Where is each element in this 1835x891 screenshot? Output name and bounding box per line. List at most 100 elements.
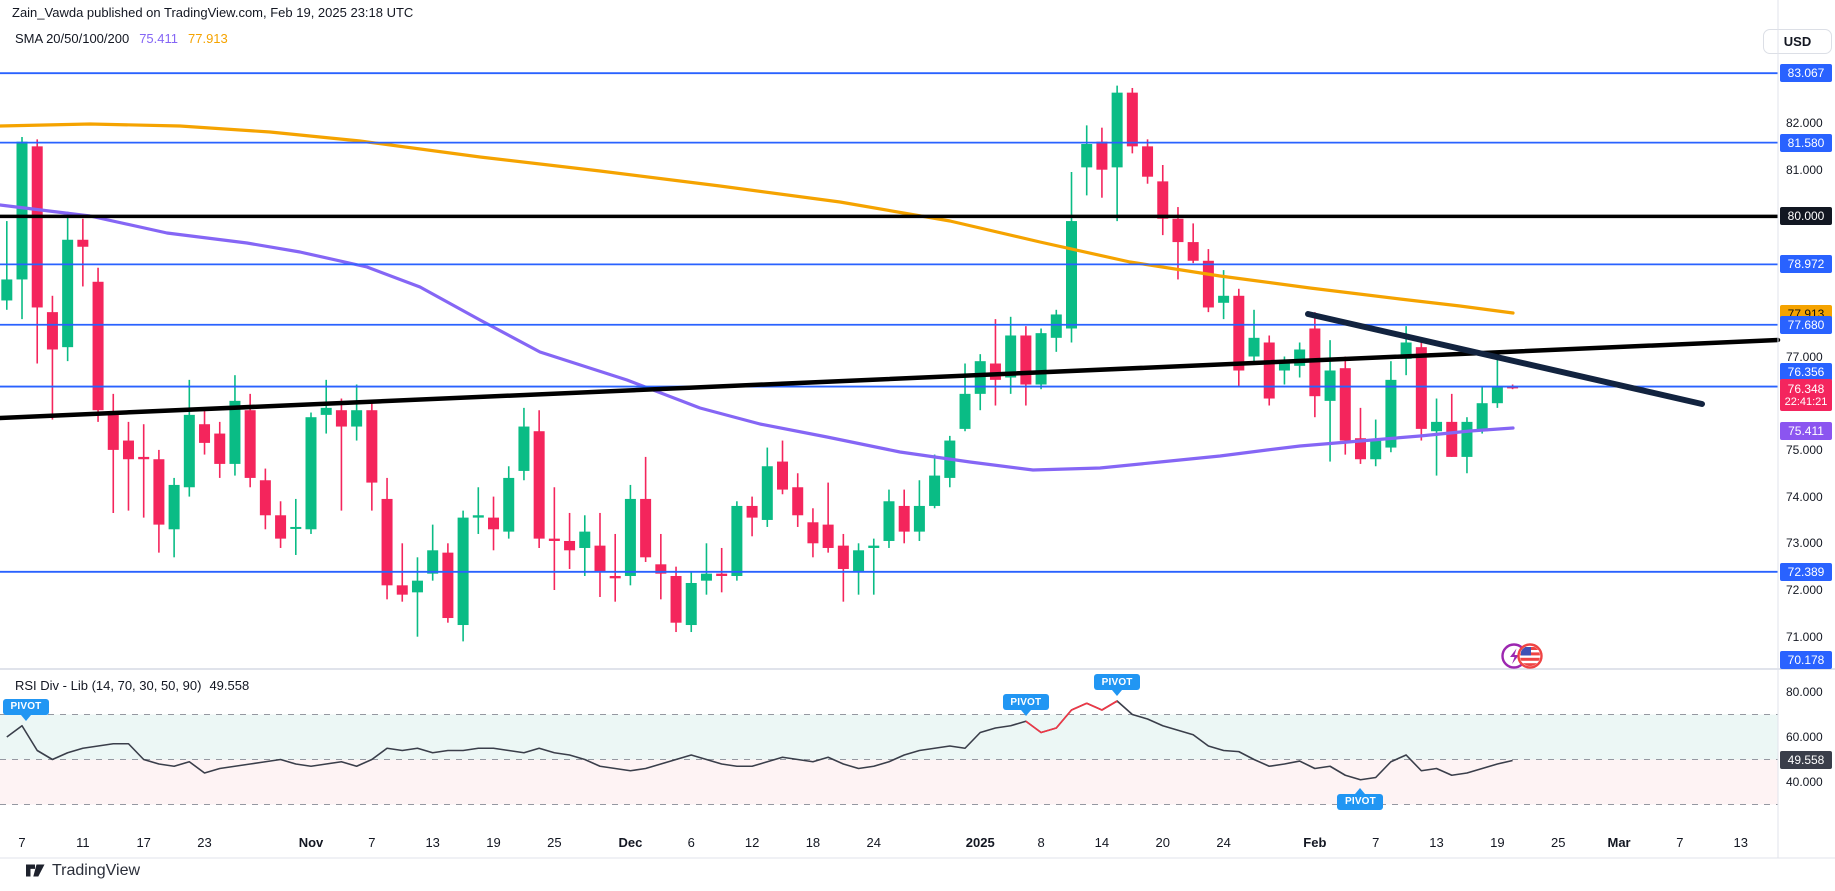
candle <box>564 512 576 569</box>
candle <box>229 375 241 476</box>
time-label-24: 24 <box>1216 835 1231 850</box>
candle <box>974 354 986 411</box>
candle <box>898 489 910 544</box>
candle <box>518 407 530 481</box>
candle <box>457 510 469 642</box>
time-label-7: 7 <box>1372 835 1380 850</box>
candle <box>1187 223 1199 264</box>
price-label-74.000: 74.000 <box>1786 489 1823 504</box>
candle <box>488 496 500 551</box>
candle <box>746 496 758 537</box>
rsi-indicator-legend[interactable]: RSI Div - Lib (14, 70, 30, 50, 90) 49.558 <box>15 678 249 693</box>
candle <box>259 468 271 530</box>
candle <box>868 538 880 595</box>
candle <box>199 407 211 455</box>
rsi-upper-band <box>0 714 1778 760</box>
candle <box>122 421 134 511</box>
candle <box>1370 419 1382 467</box>
candle <box>533 410 545 548</box>
candle <box>579 515 591 576</box>
time-label-12: 12 <box>744 835 760 850</box>
trendline-rising-support[interactable] <box>0 337 1781 421</box>
time-label-25: 25 <box>1550 835 1566 850</box>
candle <box>913 480 925 541</box>
rsi-line[interactable] <box>6 700 1513 781</box>
candle <box>822 482 834 553</box>
candle <box>503 466 515 539</box>
price-badge-70.178: 70.178 <box>1780 651 1832 669</box>
sma-200-line <box>0 122 1515 315</box>
candle <box>944 435 956 488</box>
candle <box>685 571 697 633</box>
candle <box>548 487 560 590</box>
time-label-19: 19 <box>1490 835 1505 850</box>
candle <box>670 566 682 633</box>
time-label-7: 7 <box>368 835 376 850</box>
time-label-13: 13 <box>1733 835 1748 850</box>
candle <box>335 398 347 511</box>
tradingview-logo[interactable]: TradingView <box>26 861 140 880</box>
candle <box>1218 270 1230 320</box>
candle <box>792 473 804 527</box>
candle <box>1 221 13 310</box>
candle <box>1491 357 1503 408</box>
candle <box>1354 407 1366 464</box>
trendline-falling-resistance[interactable] <box>1305 311 1705 407</box>
sma-100-line <box>0 203 1515 472</box>
candle <box>320 379 332 434</box>
candle <box>351 384 363 441</box>
candle <box>837 533 849 602</box>
candle <box>168 477 180 558</box>
candle <box>183 379 195 497</box>
candle <box>640 456 652 562</box>
time-label-19: 19 <box>486 835 501 850</box>
tradingview-logo-text: TradingView <box>52 861 141 879</box>
candle <box>31 139 43 364</box>
price-badge-80.000: 80.000 <box>1780 207 1832 226</box>
currency-toggle-button[interactable]: USD <box>1763 29 1832 54</box>
time-label-Mar: Mar <box>1607 835 1631 850</box>
candle <box>305 412 317 534</box>
rsi-legend-title: RSI Div - Lib (14, 70, 30, 50, 90) <box>15 678 202 693</box>
candle <box>655 533 667 600</box>
tradingview-logo-icon <box>26 864 45 877</box>
price-label-82.000: 82.000 <box>1786 116 1823 130</box>
candle <box>1157 165 1169 236</box>
candle <box>1020 326 1032 406</box>
candle <box>214 421 226 478</box>
price-badge-49.558: 49.558 <box>1780 751 1832 769</box>
lightning-bolt-icon <box>1510 648 1519 664</box>
candle <box>716 547 728 593</box>
candle <box>929 454 941 509</box>
candle <box>442 543 454 623</box>
time-label-20: 20 <box>1155 835 1170 850</box>
time-label-7: 7 <box>1676 835 1684 850</box>
time-label-23: 23 <box>197 835 212 850</box>
sma-legend[interactable]: SMA 20/50/100/200 75.411 77.913 <box>15 31 228 46</box>
candle <box>153 449 165 553</box>
time-label-14: 14 <box>1094 835 1110 850</box>
candle <box>731 501 743 581</box>
candle <box>1050 309 1062 352</box>
time-label-24: 24 <box>866 835 881 850</box>
pivot-badge: PIVOT <box>1094 674 1141 696</box>
candle <box>1461 417 1473 474</box>
candle <box>807 508 819 558</box>
sma200-value: 77.913 <box>188 31 228 46</box>
time-label-Nov: Nov <box>298 835 324 850</box>
candle <box>594 512 606 598</box>
candle <box>244 393 256 488</box>
rsi-current-value: 49.558 <box>209 678 250 693</box>
pivot-badge: PIVOT <box>3 698 49 721</box>
time-label-17: 17 <box>136 835 151 850</box>
candle <box>1263 335 1275 406</box>
price-badge-78.972: 78.972 <box>1780 255 1832 274</box>
rsi-lower-band <box>0 759 1778 805</box>
candle <box>138 424 150 518</box>
pivot-badge: PIVOT <box>1002 694 1049 717</box>
symbol-logos <box>1501 643 1543 669</box>
candle <box>1096 127 1108 198</box>
candle <box>62 211 74 362</box>
